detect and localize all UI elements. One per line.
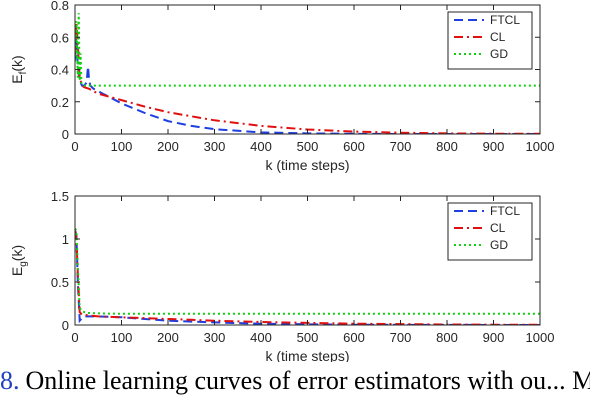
x-tick-label: 1000	[526, 139, 555, 154]
legend-label-cl: CL	[490, 30, 506, 44]
figure: 0 100 200 300 400 500 600 700 800 900 100000.20.40…	[9, 0, 554, 362]
x-tick-label: 0	[71, 139, 78, 154]
y-tick-label: 0.4	[51, 63, 69, 78]
y-axis-label: Eg(k)	[9, 245, 29, 276]
series-line-cl	[75, 230, 540, 325]
caption-text: Online learning curves of error estimato…	[25, 366, 590, 395]
y-tick-label: 0	[62, 318, 69, 333]
legend-label-cl: CL	[490, 221, 506, 235]
legend: FTCL CL GD	[447, 202, 533, 261]
legend-label-ftcl: FTCL	[490, 204, 520, 218]
series-line-cl	[75, 22, 540, 134]
legend-box	[447, 11, 533, 70]
x-tick-label: 200	[157, 139, 179, 154]
series-line-gd	[75, 13, 540, 87]
x-tick-label: 500	[297, 139, 319, 154]
x-tick-label: 300	[204, 330, 226, 345]
x-axis-label: k (time steps)	[265, 157, 349, 173]
x-tick-label: 500	[297, 330, 319, 345]
y-tick-label: 0.8	[51, 0, 69, 13]
x-tick-label: 900	[483, 139, 505, 154]
x-tick-label: 400	[250, 139, 272, 154]
y-axis-label: Ef(k)	[9, 55, 29, 83]
chart-panel-1: 0 100 200 300 400 500 600 700 800 900 1000 0 0.2 0.4 0…	[9, 0, 554, 173]
legend-label-gd: GD	[490, 47, 508, 61]
x-tick-label: 100	[111, 330, 133, 345]
x-tick-label: 600	[343, 330, 365, 345]
x-tick-label: 300	[204, 139, 226, 154]
figure-caption: 8. Online learning curves of error estima…	[0, 362, 590, 400]
legend-box	[447, 202, 533, 261]
legend-label-gd: GD	[490, 238, 508, 252]
x-tick-label: 200	[157, 330, 179, 345]
x-tick-label: 700	[390, 330, 412, 345]
legend: FTCL CL GD	[447, 11, 533, 70]
x-tick-label: 600	[343, 139, 365, 154]
x-tick-label: 900	[483, 330, 505, 345]
y-tick-label: 0.2	[51, 95, 69, 110]
x-tick-label: 800	[436, 330, 458, 345]
y-tick-label: 0.5	[51, 275, 69, 290]
y-tick-label: 0	[62, 127, 69, 142]
x-axis-label: k (time steps)	[265, 348, 349, 362]
y-tick-label: 1	[62, 232, 69, 247]
x-tick-label: 1000	[526, 330, 555, 345]
x-tick-label: 400	[250, 330, 272, 345]
series-line-gd	[75, 228, 540, 315]
x-tick-label: 800	[436, 139, 458, 154]
x-tick-label: 100	[111, 139, 133, 154]
legend-label-ftcl: FTCL	[490, 13, 520, 27]
series-line-ftcl	[75, 37, 540, 134]
x-tick-label: 0	[71, 330, 78, 345]
caption-number: 8.	[0, 366, 20, 395]
y-tick-label: 0.6	[51, 30, 69, 45]
x-tick-label: 700	[390, 139, 412, 154]
y-tick-label: 1.5	[51, 189, 69, 204]
chart-panel-2: 0 100 200 300 400 500 600 700 800 900 1000 0 0.5 1 1.5…	[9, 189, 554, 362]
